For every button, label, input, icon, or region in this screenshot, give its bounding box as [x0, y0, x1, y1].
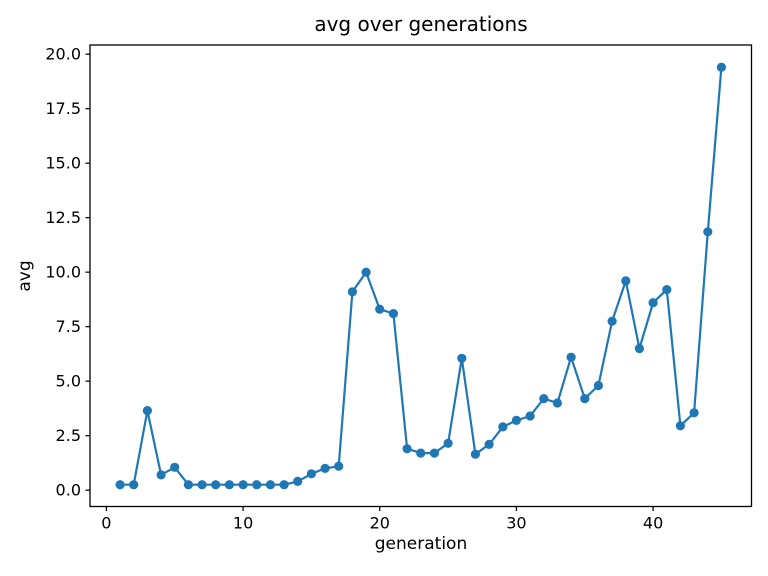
- chart-title: avg over generations: [314, 12, 528, 36]
- data-point: [402, 444, 412, 454]
- data-point: [511, 415, 521, 425]
- data-point: [279, 480, 289, 490]
- data-point: [429, 448, 439, 458]
- data-point: [443, 438, 453, 448]
- data-point: [238, 480, 248, 490]
- data-point: [115, 480, 125, 490]
- data-point: [621, 276, 631, 286]
- data-point: [320, 463, 330, 473]
- data-point: [334, 461, 344, 471]
- x-tick-label: 10: [233, 514, 253, 533]
- data-point: [265, 480, 275, 490]
- data-point: [689, 408, 699, 418]
- data-point: [306, 469, 316, 479]
- data-point: [498, 422, 508, 432]
- data-point: [224, 480, 234, 490]
- data-line: [118, 66, 723, 486]
- data-point: [552, 398, 563, 408]
- data-point: [457, 353, 467, 363]
- y-tick-label: 2.5: [56, 426, 81, 445]
- axes-frame: [89, 44, 753, 508]
- y-tick-label: 15.0: [45, 154, 81, 173]
- data-point: [142, 406, 152, 416]
- y-tick-label: 10.0: [45, 263, 81, 282]
- data-point: [293, 476, 303, 486]
- data-point: [648, 298, 658, 308]
- x-tick-label: 20: [370, 514, 390, 533]
- data-point: [675, 421, 686, 431]
- y-tick-label: 20.0: [45, 45, 81, 64]
- data-point: [580, 394, 590, 404]
- data-point: [539, 394, 549, 404]
- data-point: [484, 439, 494, 449]
- data-point: [170, 462, 180, 472]
- data-point: [156, 470, 166, 480]
- y-tick-label: 7.5: [56, 317, 81, 336]
- data-point: [129, 480, 139, 490]
- data-point: [361, 267, 371, 277]
- data-point: [662, 285, 672, 295]
- x-tick-label: 0: [101, 514, 111, 533]
- y-tick-label: 5.0: [56, 372, 81, 391]
- data-point: [566, 352, 576, 362]
- data-point: [375, 304, 385, 314]
- y-axis-label: avg: [15, 260, 35, 292]
- data-point: [634, 343, 645, 354]
- data-point: [525, 411, 535, 421]
- x-tick-label: 40: [643, 514, 663, 533]
- data-point: [703, 227, 713, 237]
- data-point: [607, 316, 617, 326]
- data-point: [388, 309, 398, 319]
- x-axis-label: generation: [374, 534, 468, 554]
- data-point: [470, 449, 480, 459]
- y-tick-label: 12.5: [45, 208, 81, 227]
- y-tick-label: 0.0: [56, 481, 81, 500]
- data-point: [183, 480, 193, 490]
- data-point: [197, 480, 207, 490]
- x-tick-label: 30: [506, 514, 526, 533]
- data-point: [416, 448, 426, 458]
- y-tick-label: 17.5: [45, 99, 81, 118]
- data-point: [252, 480, 262, 490]
- data-point: [211, 480, 221, 490]
- data-point: [716, 62, 727, 72]
- data-point: [593, 380, 604, 391]
- data-point: [347, 287, 357, 297]
